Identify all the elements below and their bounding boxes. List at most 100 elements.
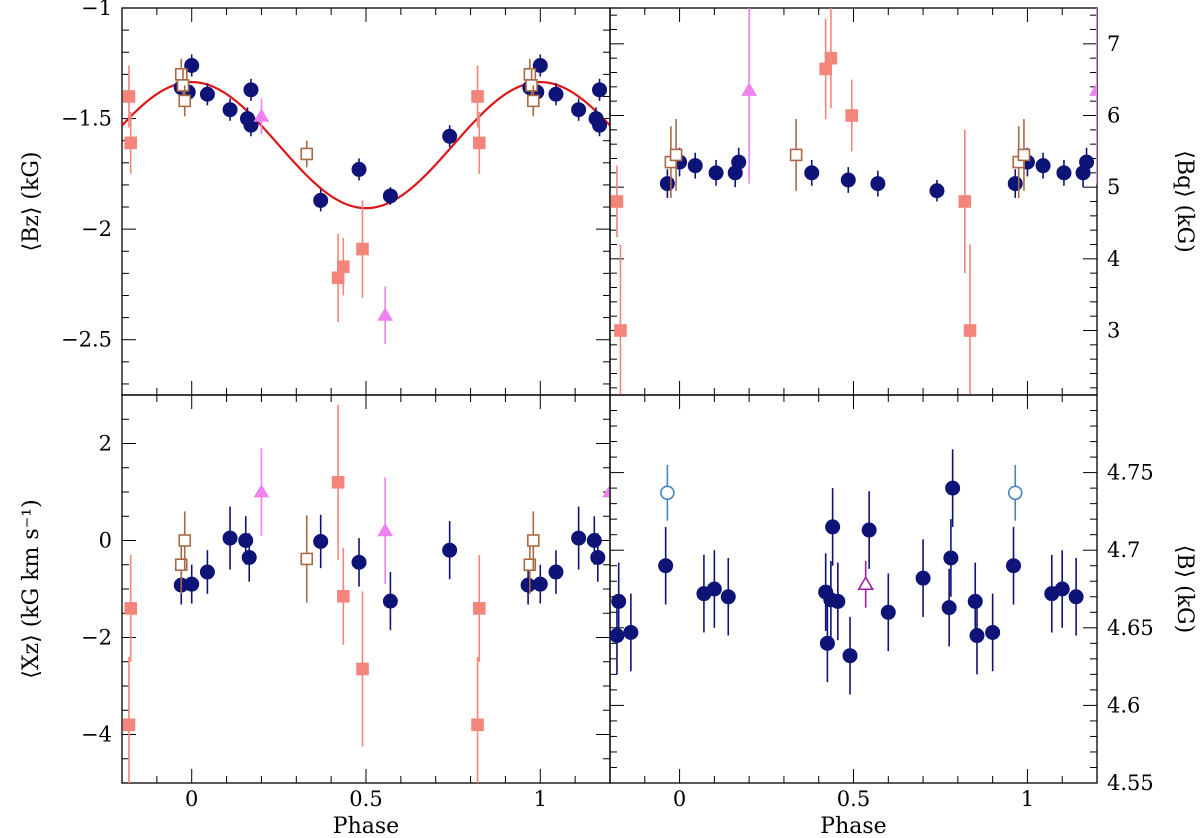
data-point-filled-circle [1056, 165, 1072, 181]
data-point-filled-square [337, 260, 350, 274]
y-tick-label: 5 [1107, 175, 1120, 199]
x-axis-label: Phase [333, 814, 399, 838]
data-point-open-square [300, 552, 314, 566]
data-point-filled-circle [241, 549, 257, 565]
data-point-open-square [178, 94, 192, 108]
data-point-filled-circle [592, 117, 608, 133]
series-brown-squares [664, 119, 1031, 198]
data-point-filled-circle [731, 154, 747, 170]
data-point-filled-circle [590, 549, 606, 565]
data-point-open-square [527, 534, 540, 547]
y-axis-label: ⟨Bq⟩ (kG) [1172, 150, 1197, 252]
data-point-open-triangle [857, 575, 875, 591]
series-violet-triangles [741, 8, 1097, 184]
data-point-open-square [300, 147, 314, 161]
data-point-filled-circle [1007, 176, 1023, 192]
data-point-filled-square [614, 324, 627, 337]
data-point-open-square [174, 558, 188, 572]
series-steel-circles [660, 464, 1023, 521]
data-point-filled-circle [706, 581, 722, 597]
series-navy-circles [610, 449, 1084, 695]
data-point-filled-square [356, 242, 369, 256]
data-point-filled-circle [945, 480, 961, 496]
y-tick-label: 0 [99, 529, 112, 553]
data-point-filled-square [845, 109, 859, 122]
data-point-open-square [174, 68, 188, 81]
data-point-open-square [1017, 148, 1031, 162]
data-point-filled-circle [222, 102, 238, 118]
data-point-filled-circle [442, 542, 458, 558]
y-tick-label: −1 [81, 0, 112, 20]
data-point-filled-square [824, 51, 838, 65]
data-point-open-square [176, 79, 190, 92]
y-tick-label: 7 [1107, 32, 1120, 56]
data-point-filled-circle [1054, 581, 1070, 597]
y-tick-label: 4.75 [1107, 461, 1154, 485]
data-point-filled-square [122, 718, 136, 732]
data-point-filled-circle [941, 600, 957, 616]
data-point-filled-circle [659, 176, 675, 192]
data-point-filled-circle [658, 558, 674, 574]
data-point-filled-square [122, 90, 136, 103]
axes-frame [609, 7, 1098, 396]
plot-area [610, 8, 1097, 395]
panel-bz: −1 −1.5 −2 −2.5 ⟨Bz⟩ (kG) [19, 0, 611, 396]
data-point-filled-circle [929, 183, 945, 199]
data-point-open-square [523, 558, 537, 572]
data-point-open-circle [1007, 485, 1023, 501]
data-point-filled-square [472, 602, 486, 615]
y-tick-label: 2 [99, 432, 112, 456]
data-point-filled-circle [238, 533, 254, 548]
series-purple-triangles [857, 561, 875, 608]
panel-xz: 2 0 −2 −4 0 0.5 1 Phase ⟨Xz⟩ (kG km s⁻¹) [19, 394, 611, 838]
data-point-open-square [789, 148, 803, 162]
data-point-filled-circle [592, 82, 608, 98]
data-point-filled-triangle [377, 522, 394, 537]
data-point-filled-circle [199, 86, 215, 102]
data-point-filled-circle [351, 161, 367, 177]
data-point-filled-triangle [253, 108, 270, 122]
data-point-filled-square [610, 195, 624, 208]
data-point-open-square [525, 79, 538, 92]
data-point-filled-square [124, 602, 138, 615]
plot-area [610, 449, 1084, 695]
y-tick-label: −2 [81, 217, 112, 241]
data-point-filled-square [124, 136, 138, 150]
data-point-filled-square [472, 136, 486, 150]
data-point-filled-circle [861, 522, 877, 538]
axes-frame [609, 394, 1098, 784]
y-axis-label: ⟨Bz⟩ (kG) [19, 152, 44, 252]
plot-area [122, 404, 610, 783]
data-point-filled-square [471, 90, 484, 103]
data-point-filled-circle [985, 624, 1001, 640]
data-point-filled-circle [1079, 154, 1095, 170]
data-point-filled-circle [351, 554, 367, 570]
data-point-filled-circle [611, 593, 627, 609]
series-navy-circles [659, 147, 1095, 202]
data-point-filled-circle [199, 564, 215, 580]
x-tick-label: 0 [673, 787, 686, 811]
data-point-filled-circle [184, 576, 200, 592]
data-point-filled-circle [532, 57, 548, 73]
x-tick-label: 1 [534, 787, 547, 811]
data-point-filled-circle [382, 593, 398, 609]
data-point-filled-circle [571, 102, 587, 118]
data-point-open-square [527, 94, 540, 108]
data-point-filled-circle [571, 530, 587, 546]
data-point-filled-circle [842, 648, 858, 664]
data-point-filled-triangle [253, 484, 270, 498]
data-point-filled-circle [943, 550, 959, 566]
data-point-filled-circle [548, 564, 564, 580]
data-point-filled-triangle [1089, 82, 1097, 96]
data-point-filled-triangle [602, 484, 610, 498]
data-point-open-circle [660, 485, 675, 501]
x-tick-label: 1 [1021, 787, 1034, 811]
data-point-filled-circle [442, 128, 458, 144]
y-tick-label: 4.7 [1107, 538, 1140, 562]
panel-bq: 3 4 5 6 7 ⟨Bq⟩ (kG) [609, 7, 1197, 396]
y-tick-label: 4.55 [1107, 771, 1154, 795]
data-point-filled-circle [548, 86, 564, 102]
y-tick-label: −1.5 [61, 107, 112, 131]
x-axis-label: Phase [820, 814, 886, 838]
